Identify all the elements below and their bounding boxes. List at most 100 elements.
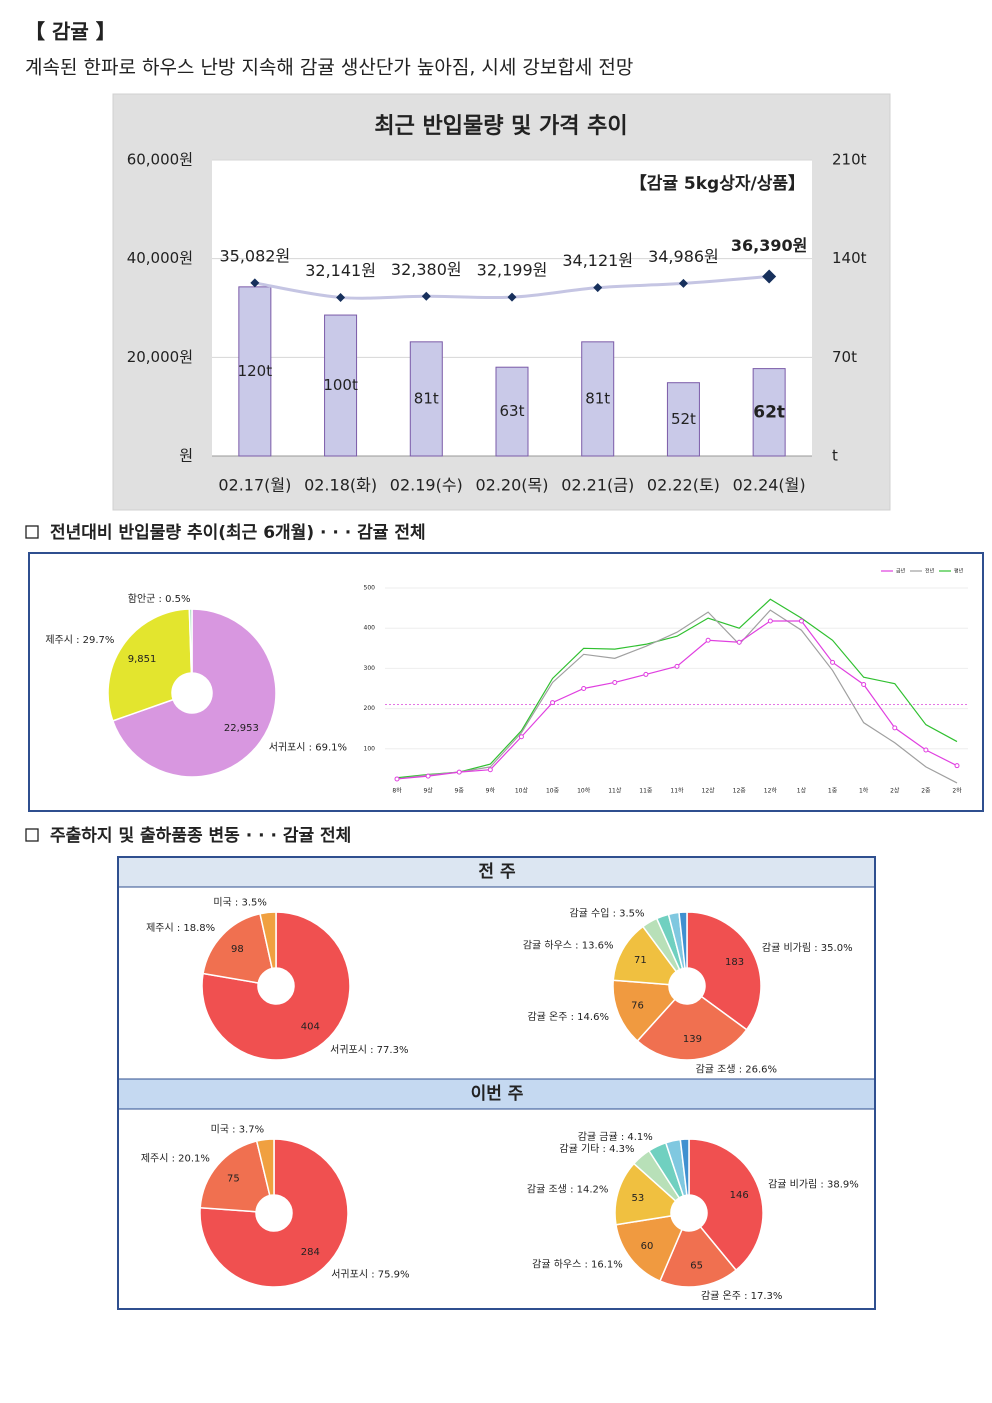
bar-label: 63t <box>500 402 525 420</box>
slice-value: 9,851 <box>128 654 157 665</box>
x-tick-label: 2상 <box>890 787 900 795</box>
chart-title: 최근 반입물량 및 가격 추이 <box>374 114 627 139</box>
y-tick-label: 20,000원 <box>127 348 193 366</box>
point <box>923 747 929 753</box>
donut-slice <box>202 912 274 984</box>
donut-slice <box>259 911 277 970</box>
summary: 계속된 한파로 하우스 난방 지속해 감귤 생산단가 높아짐, 시세 강보합세 … <box>25 57 633 79</box>
price-label: 36,390원 <box>731 236 807 255</box>
x-tick-label: 02.21(금) <box>561 476 634 495</box>
panel-title: 이번 주 <box>471 1084 524 1104</box>
slice-label: 감귤 조생 : 14.2% <box>527 1183 608 1195</box>
series-line <box>396 598 958 779</box>
slice-label: 미국 : 3.7% <box>211 1124 265 1136</box>
price-marker <box>762 269 777 284</box>
point <box>767 618 773 624</box>
y-tick-label: 500 <box>364 585 376 592</box>
slice-label: 감귤 비가림 : 38.9% <box>768 1179 859 1191</box>
slice-label: 서귀포시 : 69.1% <box>269 741 347 753</box>
price-label: 32,380원 <box>391 260 462 279</box>
x-tick-label: 10하 <box>577 787 591 795</box>
y-tick-label: 400 <box>364 625 376 632</box>
bar <box>752 368 786 457</box>
x-tick-label: 1상 <box>797 787 807 795</box>
donut-slice <box>686 911 762 1031</box>
x-tick-label: 12하 <box>764 787 778 795</box>
bar-label: 62t <box>753 402 785 422</box>
slice-value: 98 <box>231 944 244 955</box>
bar <box>238 286 272 457</box>
legend-label: 평년 <box>954 568 964 575</box>
slice-value: 75 <box>227 1174 240 1185</box>
price-marker <box>678 278 688 288</box>
donut-slice <box>255 1138 275 1197</box>
slice-value: 53 <box>632 1193 645 1204</box>
x-tick-label: 8하 <box>392 787 402 795</box>
x-tick-label: 02.19(수) <box>390 476 463 495</box>
section-title: 주출하지 및 출하품종 변동 · · · 감귤 전체 <box>50 826 351 846</box>
slice-label: 감귤 금귤 : 4.1% <box>578 1131 653 1143</box>
point <box>830 659 836 665</box>
bar-label: 120t <box>238 362 273 380</box>
bar-label: 52t <box>671 410 696 428</box>
legend-label: 금년 <box>896 568 906 575</box>
annotation: 【감귤 5kg상자/상품】 <box>630 173 805 194</box>
slice-value: 404 <box>301 1022 320 1033</box>
panel-header <box>119 1079 874 1109</box>
x-tick-label: 02.20(목) <box>475 476 548 495</box>
slice-label: 함안군 : 0.5% <box>128 593 191 605</box>
point <box>550 700 556 706</box>
slice-label: 미국 : 3.5% <box>213 896 267 908</box>
x-tick-label: 11상 <box>608 787 622 795</box>
point <box>487 767 493 773</box>
slice-value: 139 <box>683 1034 702 1045</box>
bar <box>581 341 615 457</box>
checkbox <box>25 525 39 539</box>
price-label: 34,121원 <box>562 251 633 270</box>
slice-value: 76 <box>631 1001 644 1012</box>
slice-label: 감귤 온주 : 17.3% <box>701 1290 782 1302</box>
bar <box>495 366 529 457</box>
y-tick-label: 300 <box>364 665 376 672</box>
price-marker <box>507 292 517 302</box>
x-tick-label: 9상 <box>423 787 433 795</box>
donut-slice <box>201 911 351 1061</box>
price-label: 35,082원 <box>219 246 290 265</box>
panel-header <box>119 858 874 887</box>
x-tick-label: 1중 <box>828 788 838 795</box>
price-label: 32,141원 <box>305 261 376 280</box>
point <box>861 681 867 687</box>
y-tick-label: 원 <box>179 447 193 465</box>
donut-slice <box>199 1138 349 1288</box>
price-label: 32,199원 <box>477 261 548 280</box>
slice-value: 183 <box>725 957 744 968</box>
donut-slice <box>107 608 193 722</box>
panel-title: 전 주 <box>478 862 516 882</box>
point <box>581 686 587 691</box>
x-tick-label: 10상 <box>515 787 529 795</box>
slice-label: 서귀포시 : 75.9% <box>331 1268 409 1280</box>
y-tick-label: 40,000원 <box>127 249 193 267</box>
slice-label: 감귤 조생 : 26.6% <box>696 1064 777 1076</box>
bar-label: 81t <box>414 389 439 407</box>
price-marker <box>336 292 346 302</box>
checkbox <box>25 828 39 842</box>
price-label: 34,986원 <box>648 247 719 266</box>
donut-slice <box>111 608 277 778</box>
series-line <box>396 609 958 784</box>
donut-slice <box>199 1140 271 1213</box>
bar <box>666 382 700 457</box>
x-tick-label: 02.17(월) <box>218 476 291 495</box>
donut-slice <box>678 911 688 969</box>
heading: 【 감귤 】 <box>25 20 116 44</box>
x-tick-label: 02.24(월) <box>733 476 806 495</box>
point <box>892 725 898 731</box>
slice-value: 65 <box>690 1261 703 1272</box>
donut-slice <box>679 1138 690 1196</box>
x-tick-label: 12중 <box>733 788 747 795</box>
y-tick-label: 60,000원 <box>127 151 193 169</box>
slice-label: 감귤 하우스 : 16.1% <box>532 1258 623 1271</box>
slice-value: 60 <box>641 1241 654 1252</box>
slice-label: 감귤 기타 : 4.3% <box>559 1143 634 1155</box>
x-tick-label: 9하 <box>486 787 496 795</box>
